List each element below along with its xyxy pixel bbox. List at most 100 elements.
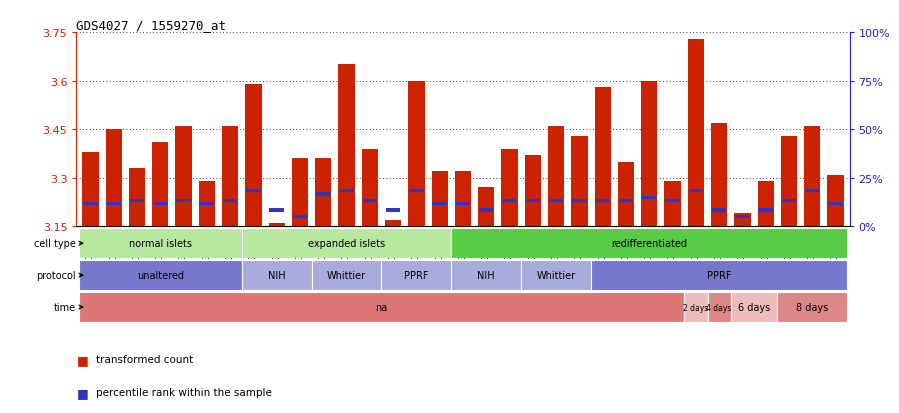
Text: GDS4027 / 1559270_at: GDS4027 / 1559270_at [76,19,227,32]
Bar [502,149,518,227]
Bar [409,190,423,193]
Bar [129,169,145,227]
Bar [129,199,145,202]
Text: ■: ■ [76,386,88,399]
Bar [827,175,844,227]
Bar [245,85,262,227]
Bar [381,261,451,290]
Text: 6 days: 6 days [738,302,770,312]
Bar [292,159,308,227]
Bar [105,130,122,227]
Bar [731,292,778,322]
Bar [804,127,821,227]
Text: Whittier: Whittier [537,271,575,280]
Text: expanded islets: expanded islets [308,239,385,249]
Bar [242,229,451,259]
Bar [451,229,847,259]
Bar [293,216,307,218]
Bar [79,292,684,322]
Bar [79,261,242,290]
Text: cell type: cell type [34,239,76,249]
Bar [200,202,214,206]
Bar [828,202,843,206]
Bar [432,202,447,206]
Bar [361,149,378,227]
Bar [591,261,847,290]
Bar [521,261,591,290]
Bar [688,40,704,227]
Bar [735,216,750,218]
Text: time: time [54,302,76,312]
Text: normal islets: normal islets [129,239,191,249]
Bar [781,136,797,227]
Bar [778,292,847,322]
Bar [455,172,471,227]
Text: PPRF: PPRF [405,271,429,280]
Bar [689,190,703,193]
Bar [759,209,773,212]
Bar [571,136,588,227]
Text: percentile rank within the sample: percentile rank within the sample [96,387,272,397]
Bar [199,182,215,227]
Bar [316,193,331,196]
Bar [548,199,564,202]
Bar [451,261,521,290]
Bar [175,127,191,227]
Bar [664,182,681,227]
Bar [805,190,820,193]
Bar [82,152,99,227]
Bar [222,127,238,227]
Text: 2 days: 2 days [683,303,708,312]
Text: PPRF: PPRF [707,271,732,280]
Bar [338,65,355,227]
Bar [572,199,587,202]
Bar [316,159,332,227]
Bar [153,202,167,206]
Bar [618,162,634,227]
Bar [478,188,494,227]
Bar [270,209,284,212]
Bar [152,143,168,227]
Bar [642,196,656,199]
Bar [106,202,121,206]
Text: ■: ■ [76,353,88,366]
Bar [734,214,751,227]
Bar [242,261,312,290]
Bar [594,88,610,227]
Bar [385,220,401,227]
Bar [641,81,657,227]
Bar [223,199,237,202]
Bar [781,199,797,202]
Text: 8 days: 8 days [797,302,828,312]
Bar [548,127,565,227]
Bar [595,199,610,202]
Bar [708,292,731,322]
Text: redifferentiated: redifferentiated [611,239,687,249]
Bar [619,199,633,202]
Text: protocol: protocol [36,271,76,280]
Bar [386,209,400,212]
Bar [758,182,774,227]
Bar [665,199,680,202]
Text: transformed count: transformed count [96,354,193,364]
Bar [408,81,424,227]
Text: NIH: NIH [477,271,495,280]
Bar [526,199,540,202]
Bar [684,292,708,322]
Bar [246,190,261,193]
Bar [83,202,98,206]
Text: Whittier: Whittier [327,271,366,280]
Bar [269,223,285,227]
Text: 4 days: 4 days [707,303,732,312]
Bar [503,199,517,202]
Bar [712,209,726,212]
Bar [339,190,354,193]
Text: NIH: NIH [268,271,286,280]
Bar [362,199,378,202]
Bar [525,156,541,227]
Bar [711,123,727,227]
Bar [456,202,470,206]
Bar [79,229,242,259]
Text: na: na [376,302,387,312]
Bar [176,199,191,202]
